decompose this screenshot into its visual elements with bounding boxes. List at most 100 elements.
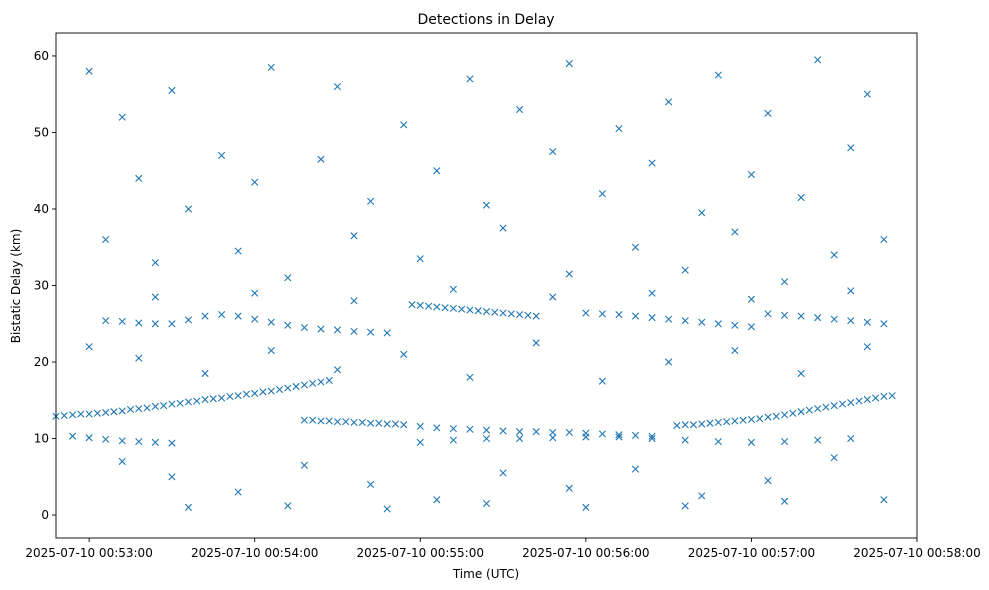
- data-point-s2-p0: [673, 421, 681, 430]
- data-point-s3-p18: [780, 438, 789, 446]
- data-point-s5-p34: [880, 320, 888, 328]
- data-point-s3-p5: [151, 438, 159, 446]
- data-point-s0-p29: [284, 384, 292, 392]
- data-point-s6-p5: [333, 82, 342, 91]
- x-axis-label: Time (UTC): [452, 567, 519, 581]
- data-point-s6-p3: [217, 151, 226, 160]
- data-point-s0-p15: [168, 400, 176, 408]
- data-point-s6-p74: [582, 503, 590, 511]
- data-point-s6-p62: [433, 496, 441, 504]
- data-point-s6-p4: [267, 63, 275, 72]
- data-point-s1-p21: [549, 428, 557, 436]
- data-point-s3-p2: [102, 435, 110, 443]
- data-point-s0-p7: [102, 408, 110, 417]
- data-point-s1-p27: [648, 432, 656, 440]
- data-point-s1-p4: [333, 418, 342, 426]
- data-point-s3-p20: [847, 434, 855, 443]
- data-point-s6-p79: [350, 297, 358, 305]
- data-point-s6-p11: [665, 98, 673, 106]
- data-point-s5-p19: [631, 312, 640, 320]
- data-point-s6-p52: [598, 377, 606, 385]
- data-point-s5-p25: [731, 321, 739, 329]
- data-point-s6-p48: [333, 366, 342, 374]
- data-point-s1-p17: [482, 426, 491, 434]
- data-point-s2-p6: [722, 418, 731, 426]
- data-point-s6-p24: [598, 190, 606, 198]
- data-point-s4-p10: [267, 318, 275, 326]
- data-point-s1-p18: [499, 427, 507, 435]
- data-point-s4-p9: [251, 315, 259, 323]
- data-point-s5-p14: [524, 311, 532, 319]
- data-point-s4-p1: [118, 317, 126, 326]
- data-point-s0-p14: [160, 402, 168, 410]
- data-point-s1-p10: [383, 420, 391, 428]
- y-axis: 0 10 20 30 40 50 60: [34, 49, 56, 522]
- data-point-s6-p58: [168, 473, 176, 481]
- data-point-s5-p18: [615, 310, 623, 319]
- data-point-s2-p23: [863, 395, 871, 404]
- data-point-s4-p2: [135, 319, 143, 327]
- data-point-s6-p19: [317, 155, 325, 163]
- data-point-s6-p15: [863, 90, 871, 98]
- data-point-s6-p59: [234, 488, 242, 496]
- data-point-s0-p5: [85, 410, 93, 418]
- data-points: [52, 56, 896, 513]
- data-point-s3-p8: [449, 436, 457, 444]
- data-point-s6-p54: [731, 346, 739, 355]
- data-point-s4-p3: [151, 320, 159, 328]
- data-point-s6-p34: [350, 232, 358, 240]
- data-point-s6-p32: [234, 247, 242, 255]
- data-point-s2-p9: [747, 415, 756, 423]
- data-point-s0-p8: [110, 408, 118, 416]
- data-point-s2-p21: [847, 398, 855, 407]
- data-point-s4-p11: [284, 321, 292, 329]
- data-point-s1-p26: [631, 431, 640, 440]
- data-point-s5-p28: [780, 311, 789, 319]
- data-point-s2-p12: [772, 412, 780, 420]
- data-point-s5-p4: [441, 304, 449, 312]
- data-point-s1-p20: [532, 428, 540, 436]
- data-point-s5-p13: [516, 310, 524, 319]
- data-point-s1-p14: [433, 424, 441, 432]
- data-point-s6-p64: [565, 484, 573, 492]
- data-point-s6-p45: [135, 354, 143, 362]
- y-axis-label: Bistatic Delay (km): [9, 229, 23, 344]
- data-point-s2-p4: [706, 419, 714, 427]
- data-point-s6-p80: [449, 285, 457, 293]
- y-tick-label-1: 10: [34, 432, 49, 446]
- y-tick-label-4: 40: [34, 202, 49, 216]
- data-point-s2-p22: [855, 397, 863, 405]
- data-point-s2-p2: [689, 421, 698, 429]
- y-tick-label-0: 0: [41, 508, 49, 522]
- data-point-s6-p35: [416, 255, 424, 263]
- data-point-s6-p69: [880, 496, 888, 504]
- data-point-s6-p70: [184, 503, 193, 511]
- data-point-s2-p18: [822, 403, 830, 411]
- data-point-s0-p3: [68, 411, 77, 419]
- data-point-s6-p30: [102, 236, 110, 244]
- data-point-s6-p63: [499, 469, 507, 477]
- data-point-s6-p29: [847, 144, 855, 152]
- data-point-s1-p11: [391, 420, 400, 428]
- data-point-s1-p16: [466, 425, 474, 433]
- data-point-s2-p24: [872, 394, 880, 402]
- data-point-s6-p37: [565, 270, 573, 278]
- data-point-s5-p2: [424, 302, 433, 310]
- data-point-s3-p7: [416, 438, 424, 446]
- data-point-s2-p16: [805, 406, 813, 414]
- data-point-s6-p60: [300, 461, 308, 469]
- data-point-s2-p13: [780, 411, 789, 419]
- data-point-s5-p3: [433, 303, 441, 311]
- data-point-s5-p30: [814, 314, 822, 322]
- data-point-s5-p11: [499, 309, 507, 317]
- data-point-s0-p32: [309, 379, 317, 388]
- data-point-s3-p17: [747, 438, 756, 446]
- data-point-s3-p19: [814, 436, 822, 444]
- data-point-s1-p1: [309, 416, 317, 424]
- data-point-s1-p7: [358, 418, 366, 427]
- data-point-s4-p15: [350, 327, 358, 335]
- data-point-s2-p19: [830, 402, 838, 410]
- data-point-s6-p27: [747, 170, 756, 179]
- data-point-s0-p4: [77, 410, 85, 418]
